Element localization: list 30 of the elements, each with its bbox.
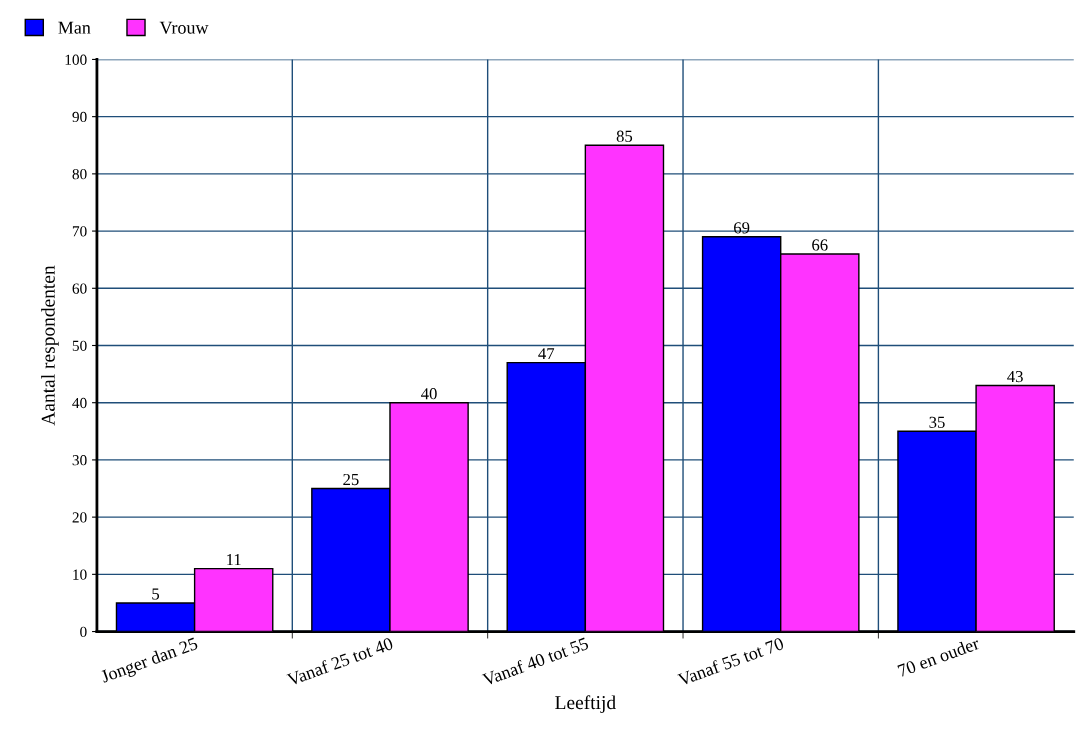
x-axis-title: Leeftijd — [555, 695, 616, 714]
data-label: 43 — [1007, 370, 1023, 383]
y-tick-label: 100 — [65, 54, 87, 65]
y-tick-label: 70 — [72, 226, 87, 237]
y-tick-label: 0 — [80, 626, 87, 637]
legend-label: Vrouw — [159, 21, 209, 34]
data-label: 47 — [538, 348, 555, 360]
data-label: 25 — [343, 473, 359, 486]
data-label: 66 — [812, 239, 828, 251]
y-tick-label: 40 — [72, 397, 87, 409]
y-tick-label: 30 — [72, 455, 87, 466]
data-label: 5 — [152, 588, 160, 600]
data-label: 35 — [929, 416, 945, 428]
legend-label: Man — [58, 21, 91, 34]
x-tick-label: Vanaf 40 tot 55 — [481, 636, 590, 687]
data-label: 11 — [227, 554, 241, 566]
x-tick-label: Jonger dan 25 — [99, 636, 200, 687]
data-label: 85 — [616, 130, 633, 142]
y-tick-label: 50 — [72, 340, 87, 351]
data-label: 40 — [421, 388, 437, 400]
y-tick-label: 80 — [72, 169, 87, 180]
y-tick-label: 20 — [72, 512, 87, 523]
x-tick-label: Vanaf 25 tot 40 — [285, 636, 394, 687]
y-tick-label: 10 — [73, 569, 87, 580]
y-tick-label: 90 — [72, 111, 87, 123]
data-label: 69 — [734, 222, 750, 234]
x-tick-label: Vanaf 55 tot 70 — [676, 636, 785, 687]
y-axis-title: Aantal respondenten — [41, 265, 59, 426]
x-tick-label: 70 en ouder — [897, 636, 981, 678]
y-tick-label: 60 — [72, 283, 87, 294]
